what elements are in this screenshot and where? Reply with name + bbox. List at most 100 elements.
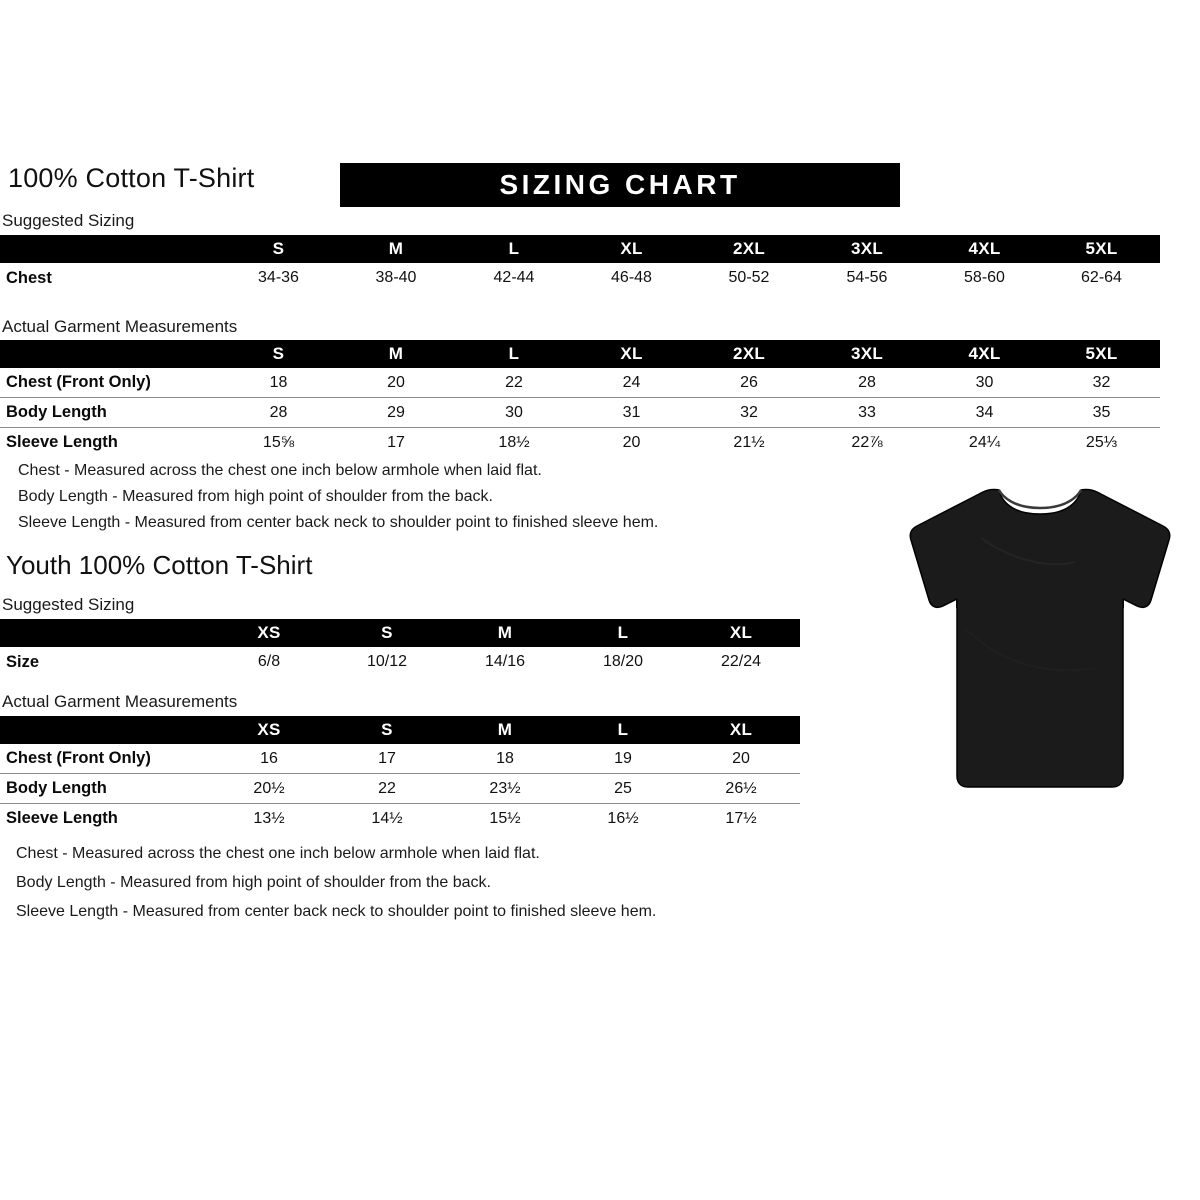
cell-bodylength-s: 22: [328, 773, 446, 804]
cell-chestfront-2xl: 26: [740, 373, 758, 391]
sizing-chart-banner-text: SIZING CHART: [499, 169, 741, 200]
cell-chest-s: 34-36: [258, 269, 299, 286]
cell-sleevelength-s: 15⅝: [220, 427, 337, 457]
cell-chestfront-m: 20: [387, 373, 405, 391]
youth-note-body-length: Body Length - Measured from high point o…: [16, 874, 491, 891]
cell-bodylength-xs: 20½: [210, 773, 328, 804]
column-header-rowlabel: [0, 716, 210, 744]
cell-sleevelength-2xl: 21½: [690, 427, 808, 457]
row-label-chest-front-only: Chest (Front Only): [6, 749, 151, 767]
youth-suggested-sizing-label: Suggested Sizing: [2, 595, 135, 614]
column-header-s: S: [220, 340, 337, 368]
table-row: Sleeve Length 15⅝ 17 18½ 20 21½ 22⅞ 24¼ …: [0, 427, 1160, 457]
column-header-l: L: [455, 235, 573, 263]
column-header-2xl: 2XL: [690, 340, 808, 368]
adult-suggested-sizing-label: Suggested Sizing: [2, 211, 135, 230]
cell-sleevelength-s: 14½: [328, 803, 446, 833]
column-header-4xl: 4XL: [926, 235, 1043, 263]
cell-chestfront-xs: 16: [260, 749, 278, 767]
adult-suggested-sizing-table: S M L XL 2XL 3XL 4XL 5XL Chest 34-36 38-…: [0, 235, 1160, 293]
row-label-body-length: Body Length: [0, 397, 220, 428]
adult-note-chest: Chest - Measured across the chest one in…: [18, 462, 542, 479]
table-row: Chest (Front Only) 18 20 22 24 26 28 30 …: [0, 368, 1160, 398]
table-row: Sleeve Length 13½ 14½ 15½ 16½ 17½: [0, 803, 800, 833]
youth-actual-measurements-table: XS S M L XL Chest (Front Only) 16 17 18 …: [0, 716, 800, 833]
youth-suggested-sizing-table: XS S M L XL Size 6/8 10/12 14/16 18/20 2…: [0, 619, 800, 677]
cell-chest-4xl: 58-60: [964, 269, 1005, 286]
cell-chestfront-xl: 24: [622, 373, 641, 391]
column-header-s: S: [328, 619, 446, 647]
cell-chest-xl: 46-48: [611, 269, 652, 286]
column-header-l: L: [564, 619, 682, 647]
cell-bodylength-5xl: 35: [1043, 397, 1160, 428]
table-row: Size 6/8 10/12 14/16 18/20 22/24: [0, 647, 800, 677]
cell-chestfront-l: 19: [614, 749, 632, 767]
cell-chest-m: 38-40: [375, 269, 417, 286]
cell-chestfront-m: 18: [496, 749, 514, 767]
cell-chest-l: 42-44: [493, 269, 535, 286]
cell-sleevelength-xs: 13½: [210, 803, 328, 833]
cell-sleevelength-xl: 17½: [682, 803, 800, 833]
cell-sleevelength-m: 17: [337, 427, 455, 457]
cell-bodylength-s: 28: [220, 397, 337, 428]
adult-note-body-length: Body Length - Measured from high point o…: [18, 488, 493, 505]
cell-chestfront-s: 17: [378, 749, 396, 767]
column-header-xl: XL: [573, 340, 690, 368]
adult-note-sleeve-length: Sleeve Length - Measured from center bac…: [18, 514, 659, 531]
cell-bodylength-xl: 26½: [682, 773, 800, 804]
table-header-row: S M L XL 2XL 3XL 4XL 5XL: [0, 340, 1160, 368]
row-label-size: Size: [6, 652, 40, 671]
adult-actual-measurements-table: S M L XL 2XL 3XL 4XL 5XL Chest (Front On…: [0, 340, 1160, 457]
column-header-xs: XS: [210, 619, 328, 647]
cell-size-m: 14/16: [484, 653, 526, 670]
column-header-rowlabel: [0, 235, 220, 263]
youth-note-chest: Chest - Measured across the chest one in…: [16, 845, 540, 862]
cell-bodylength-4xl: 34: [926, 397, 1043, 428]
table-header-row: XS S M L XL: [0, 619, 800, 647]
cell-bodylength-2xl: 32: [690, 397, 808, 428]
column-header-m: M: [446, 619, 564, 647]
adult-actual-measurements-label: Actual Garment Measurements: [2, 317, 238, 336]
column-header-3xl: 3XL: [808, 235, 926, 263]
cell-bodylength-m: 29: [337, 397, 455, 428]
column-header-xl: XL: [573, 235, 690, 263]
table-row: Body Length 20½ 22 23½ 25 26½: [0, 773, 800, 804]
cell-sleevelength-l: 18½: [455, 427, 573, 457]
cell-chest-3xl: 54-56: [846, 269, 888, 286]
tshirt-product-image: [895, 478, 1185, 798]
cell-chestfront-5xl: 32: [1092, 373, 1111, 391]
column-header-m: M: [446, 716, 564, 744]
column-header-rowlabel: [0, 340, 220, 368]
column-header-l: L: [564, 716, 682, 744]
cell-sleevelength-4xl: 24¼: [926, 427, 1043, 457]
column-header-m: M: [337, 235, 455, 263]
cell-chest-2xl: 50-52: [728, 269, 770, 286]
table-header-row: XS S M L XL: [0, 716, 800, 744]
black-tshirt-icon: [909, 488, 1171, 788]
column-header-4xl: 4XL: [926, 340, 1043, 368]
cell-chestfront-l: 22: [505, 373, 523, 391]
youth-section-title: Youth 100% Cotton T-Shirt: [6, 550, 313, 580]
cell-bodylength-l: 30: [455, 397, 573, 428]
cell-sleevelength-5xl: 25⅓: [1043, 427, 1160, 457]
cell-size-xl: 22/24: [720, 653, 762, 670]
row-label-chest-front-only: Chest (Front Only): [6, 373, 151, 391]
column-header-s: S: [220, 235, 337, 263]
row-label-chest: Chest: [6, 268, 52, 287]
column-header-xl: XL: [682, 619, 800, 647]
cell-chestfront-s: 18: [269, 373, 288, 391]
table-row: Chest (Front Only) 16 17 18 19 20: [0, 744, 800, 774]
cell-sleevelength-xl: 20: [573, 427, 690, 457]
cell-sleevelength-3xl: 22⅞: [808, 427, 926, 457]
column-header-5xl: 5XL: [1043, 235, 1160, 263]
row-label-sleeve-length: Sleeve Length: [0, 803, 210, 833]
column-header-l: L: [455, 340, 573, 368]
adult-section-title: 100% Cotton T-Shirt: [8, 163, 255, 193]
table-row: Chest 34-36 38-40 42-44 46-48 50-52 54-5…: [0, 263, 1160, 293]
column-header-xl: XL: [682, 716, 800, 744]
cell-bodylength-l: 25: [564, 773, 682, 804]
row-label-sleeve-length: Sleeve Length: [0, 427, 220, 457]
table-row: Body Length 28 29 30 31 32 33 34 35: [0, 397, 1160, 428]
column-header-2xl: 2XL: [690, 235, 808, 263]
